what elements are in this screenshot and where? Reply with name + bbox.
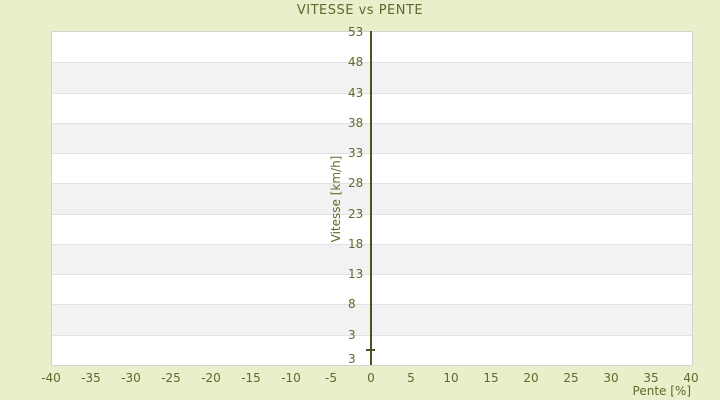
x-tick-label: 20 [523,371,539,385]
x-tick-label: -25 [161,371,181,385]
y-axis-zero-tick [366,349,375,351]
x-tick-label: 0 [367,371,375,385]
plot-band [52,183,692,214]
y-tick-label: 18 [348,236,364,251]
x-tick-label: -5 [325,371,337,385]
x-tick-label: 40 [683,371,699,385]
plot-band [52,304,692,335]
x-axis-title: Pente [%] [632,384,691,398]
plot-area [51,31,693,366]
y-tick-label: 3 [348,327,356,342]
y-axis-line [370,31,372,365]
y-tick-label: 13 [348,267,364,282]
y-tick-label: 8 [348,297,356,312]
x-tick-label: 10 [443,371,459,385]
y-tick-label: 23 [348,206,364,221]
plot-band [52,334,692,365]
plot-band [52,274,692,304]
x-tick-label: 35 [643,371,659,385]
plot-band [52,213,692,244]
chart-title: VITESSE vs PENTE [296,3,424,18]
y-tick-label: 33 [348,146,364,161]
x-tick-label: -15 [241,371,261,385]
x-tick-label: -10 [281,371,301,385]
x-tick-label: 15 [483,371,499,385]
y-axis-end-label: 3 [348,352,356,366]
plot-band [52,243,692,275]
y-tick-label: 43 [348,85,364,100]
y-tick-label: 48 [348,55,364,70]
plot-band [52,122,692,154]
x-tick-label: 5 [407,371,415,385]
y-tick-label: 53 [348,25,364,39]
x-tick-label: -30 [121,371,141,385]
y-tick-label: 38 [348,115,364,130]
x-tick-label: -20 [201,371,221,385]
y-tick-label: 28 [348,176,364,191]
plot-band [52,62,692,93]
x-tick-label: 25 [563,371,579,385]
x-tick-label: -35 [81,371,101,385]
y-axis-title: Vitesse [km/h] [329,155,343,243]
plot-band [52,153,692,183]
x-tick-label: 30 [603,371,619,385]
plot-band [52,92,692,123]
x-tick-label: -40 [41,371,61,385]
